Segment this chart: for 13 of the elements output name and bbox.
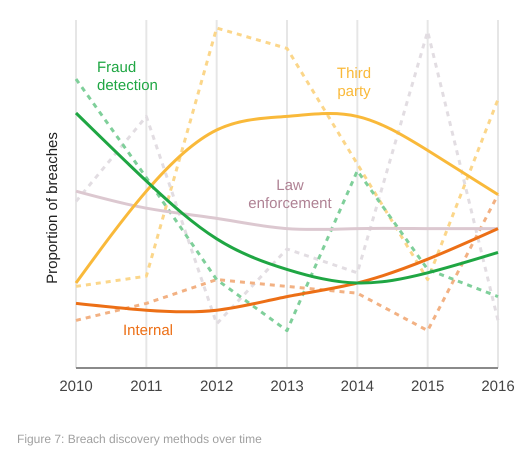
x-tick-label: 2012: [200, 378, 234, 395]
series-label: Fraud detection: [97, 59, 158, 94]
x-tick-label: 2010: [59, 378, 93, 395]
caption: Figure 7: Breach discovery methods over time: [17, 432, 262, 446]
x-tick-label: 2011: [130, 378, 162, 395]
x-tick-label: 2015: [410, 378, 444, 395]
x-tick-label: 2014: [340, 378, 374, 395]
x-tick-label: 2013: [270, 378, 304, 395]
series-label: Law enforcement: [248, 177, 333, 212]
y-axis-title: Proportion of breaches: [44, 132, 61, 284]
series-label: Internal: [122, 322, 174, 339]
x-tick-label: 2016: [481, 378, 515, 395]
series-label: Third party: [336, 65, 372, 100]
